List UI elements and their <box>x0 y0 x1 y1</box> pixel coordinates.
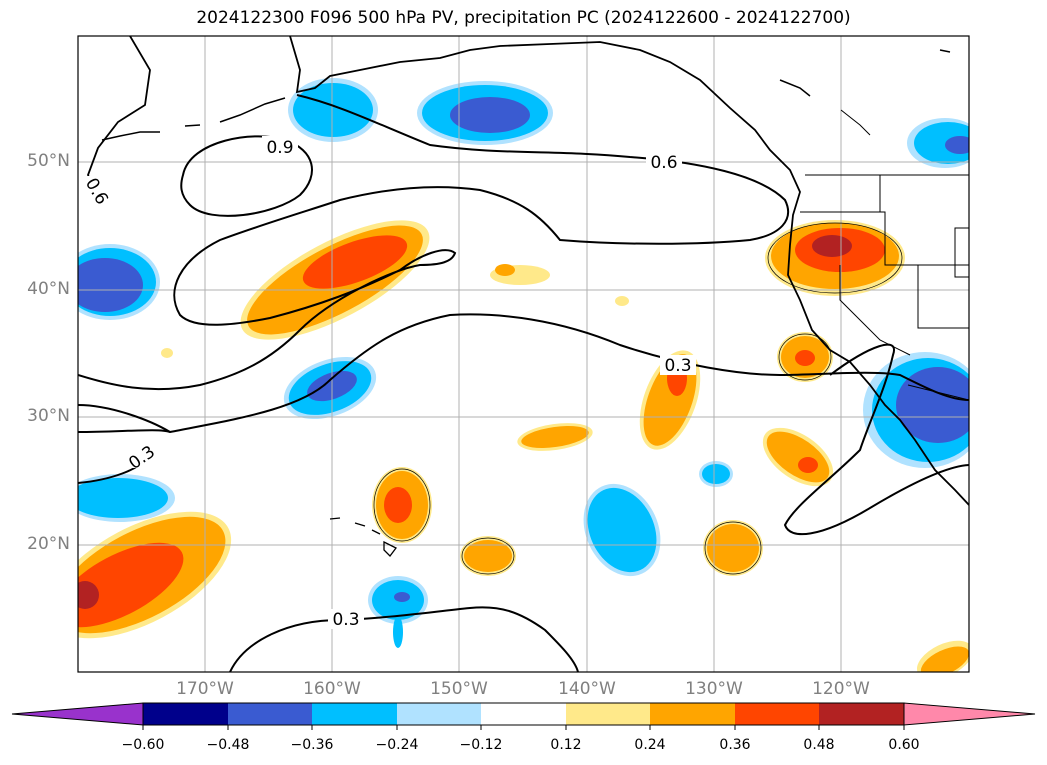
colorbar-max-extension <box>903 702 1036 726</box>
colorbar <box>11 702 1036 730</box>
precip-outline <box>461 537 515 575</box>
lon-label: 170°W <box>176 679 234 699</box>
pos-precip-area <box>302 235 408 289</box>
pos-precip-area <box>795 350 815 366</box>
colorbar-tick-label: −0.60 <box>121 737 165 753</box>
pos-precip-area <box>920 646 969 672</box>
colorbar-frame <box>142 702 905 726</box>
contour-label: 0.9 <box>266 138 293 158</box>
pv-contour-0.3 <box>78 429 171 433</box>
colorbar-segment <box>228 703 312 725</box>
border-line <box>879 175 969 329</box>
colorbar-segment <box>819 703 904 725</box>
pos-precip-area <box>812 235 852 257</box>
pos-precip-area <box>707 524 759 572</box>
colorbar-segment <box>143 703 228 725</box>
colorbar-segment <box>566 703 650 725</box>
neg-precip-area <box>78 258 143 312</box>
precip-shading <box>78 78 969 672</box>
map-content: 0.9 0.6 0.6 0.3 0.3 0.3 <box>78 36 969 672</box>
neg-precip-area <box>945 136 969 154</box>
pv-contour-0.3 <box>229 606 579 672</box>
neg-precip-area <box>896 367 969 443</box>
map-title: 2024122300 F096 500 hPa PV, precipitatio… <box>196 8 851 28</box>
contour-label: 0.3 <box>664 356 691 376</box>
pv-contour-0.3 <box>78 313 969 434</box>
neg-precip-area <box>293 83 373 137</box>
colorbar-segment <box>735 703 819 725</box>
lat-label: 30°N <box>27 406 70 426</box>
lat-label: 20°N <box>27 534 70 554</box>
pos-precip-area <box>78 581 99 609</box>
graticule <box>78 36 969 672</box>
neg-precip-area <box>587 487 657 573</box>
colorbar-segment <box>312 703 397 725</box>
coastline <box>87 36 151 191</box>
lon-label: 130°W <box>685 679 743 699</box>
neg-precip-area <box>450 97 530 133</box>
lon-label: 150°W <box>430 679 488 699</box>
lon-label: 120°W <box>812 679 870 699</box>
colorbar-segment <box>481 703 566 725</box>
colorbar-ticks <box>142 725 905 730</box>
coastlines <box>87 36 969 557</box>
colorbar-tick-label: 0.24 <box>634 737 666 753</box>
contour-label: 0.3 <box>332 610 359 630</box>
border-line <box>839 265 911 356</box>
border-line <box>840 109 871 136</box>
pos-precip-area <box>798 457 818 473</box>
precip-outline <box>778 333 832 381</box>
coastline <box>101 97 286 141</box>
coastline <box>289 36 969 506</box>
pos-precip-area <box>464 540 512 572</box>
pv-contours <box>78 94 969 672</box>
colorbar-segment <box>397 703 481 725</box>
neg-precip-area <box>78 478 168 518</box>
colorbar-tick-label: 0.60 <box>888 737 920 753</box>
colorbar-tick-label: 0.12 <box>550 737 582 753</box>
pos-precip-area <box>161 348 173 358</box>
coastline <box>329 517 397 557</box>
precip-outline <box>373 468 431 542</box>
colorbar-tick-label: −0.24 <box>375 737 419 753</box>
pos-precip-area <box>495 264 515 276</box>
lon-label: 140°W <box>558 679 616 699</box>
neg-precip-area <box>393 616 403 648</box>
colorbar-tick-label: −0.12 <box>459 737 503 753</box>
pv-contour-0.3 <box>783 343 969 536</box>
neg-precip-area <box>394 592 410 602</box>
coastline <box>779 79 811 97</box>
colorbar-segment <box>650 703 735 725</box>
contour-label: 0.6 <box>650 153 677 173</box>
pos-precip-area <box>384 487 412 523</box>
coastline <box>939 49 951 53</box>
neg-precip-area <box>702 464 730 484</box>
precip-outline <box>704 521 762 575</box>
border-line <box>800 211 969 266</box>
colorbar-min-extension <box>11 702 144 726</box>
colorbar-tick-label: −0.36 <box>290 737 334 753</box>
map-frame <box>77 35 970 673</box>
pv-contour-0.9 <box>180 135 313 217</box>
colorbar-tick-label: 0.36 <box>719 737 751 753</box>
precip-outlines <box>373 222 903 575</box>
lat-label: 40°N <box>27 279 70 299</box>
lat-label: 50°N <box>27 151 70 171</box>
borders <box>800 109 969 401</box>
pos-precip-area <box>521 426 589 448</box>
pos-precip-area <box>615 296 629 306</box>
pv-contour-0.6 <box>78 94 790 391</box>
lon-label: 160°W <box>303 679 361 699</box>
colorbar-tick-label: 0.48 <box>803 737 835 753</box>
precip-outline <box>767 222 903 294</box>
colorbar-tick-label: −0.48 <box>206 737 250 753</box>
